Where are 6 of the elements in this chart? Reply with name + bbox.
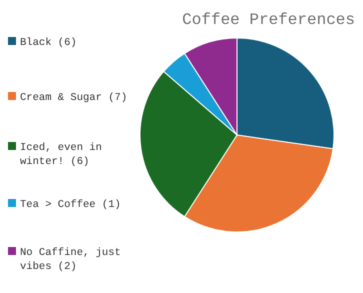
legend-label: No Caffine, just vibes (2) — [20, 247, 121, 273]
legend-label: Iced, even in winter! (6) — [20, 142, 102, 168]
chart-title: Coffee Preferences — [182, 11, 355, 29]
legend-label: Cream & Sugar (7) — [20, 92, 128, 104]
legend-label: Black (6) — [20, 37, 77, 49]
legend-label: Tea > Coffee (1) — [20, 199, 121, 211]
